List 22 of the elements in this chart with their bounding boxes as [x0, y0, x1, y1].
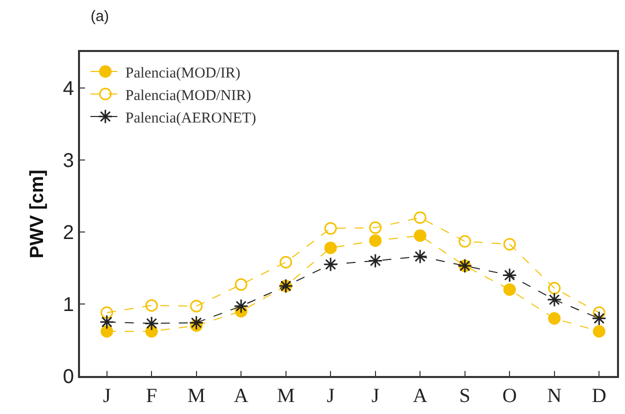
x-tick-label: A — [412, 385, 428, 407]
x-tick-label: J — [326, 385, 335, 407]
x-tick-label: O — [502, 385, 517, 407]
chart-title: (a) — [90, 8, 109, 25]
y-tick-label: 3 — [62, 150, 74, 172]
y-tick-label: 1 — [62, 294, 74, 316]
x-tick-label: A — [234, 385, 249, 407]
y-tick-label: 4 — [62, 78, 74, 100]
x-tick-label: M — [187, 385, 206, 407]
x-tick-label: J — [102, 385, 111, 407]
y-tick-label: 2 — [62, 222, 74, 244]
x-tick-label: N — [547, 385, 562, 407]
x-tick-label: S — [459, 385, 470, 407]
x-tick-label: J — [371, 385, 380, 407]
legend-label: Palencia(AERONET) — [125, 110, 256, 126]
x-tick-label: F — [146, 385, 158, 407]
y-tick-label: 0 — [62, 366, 74, 388]
legend-label: Palencia(MOD/NIR) — [125, 88, 252, 104]
x-tick-label: M — [276, 385, 295, 407]
x-tick-label: D — [592, 385, 606, 407]
y-axis-title: PWV [cm] — [27, 170, 48, 258]
legend-label: Palencia(MOD/IR) — [125, 65, 240, 82]
